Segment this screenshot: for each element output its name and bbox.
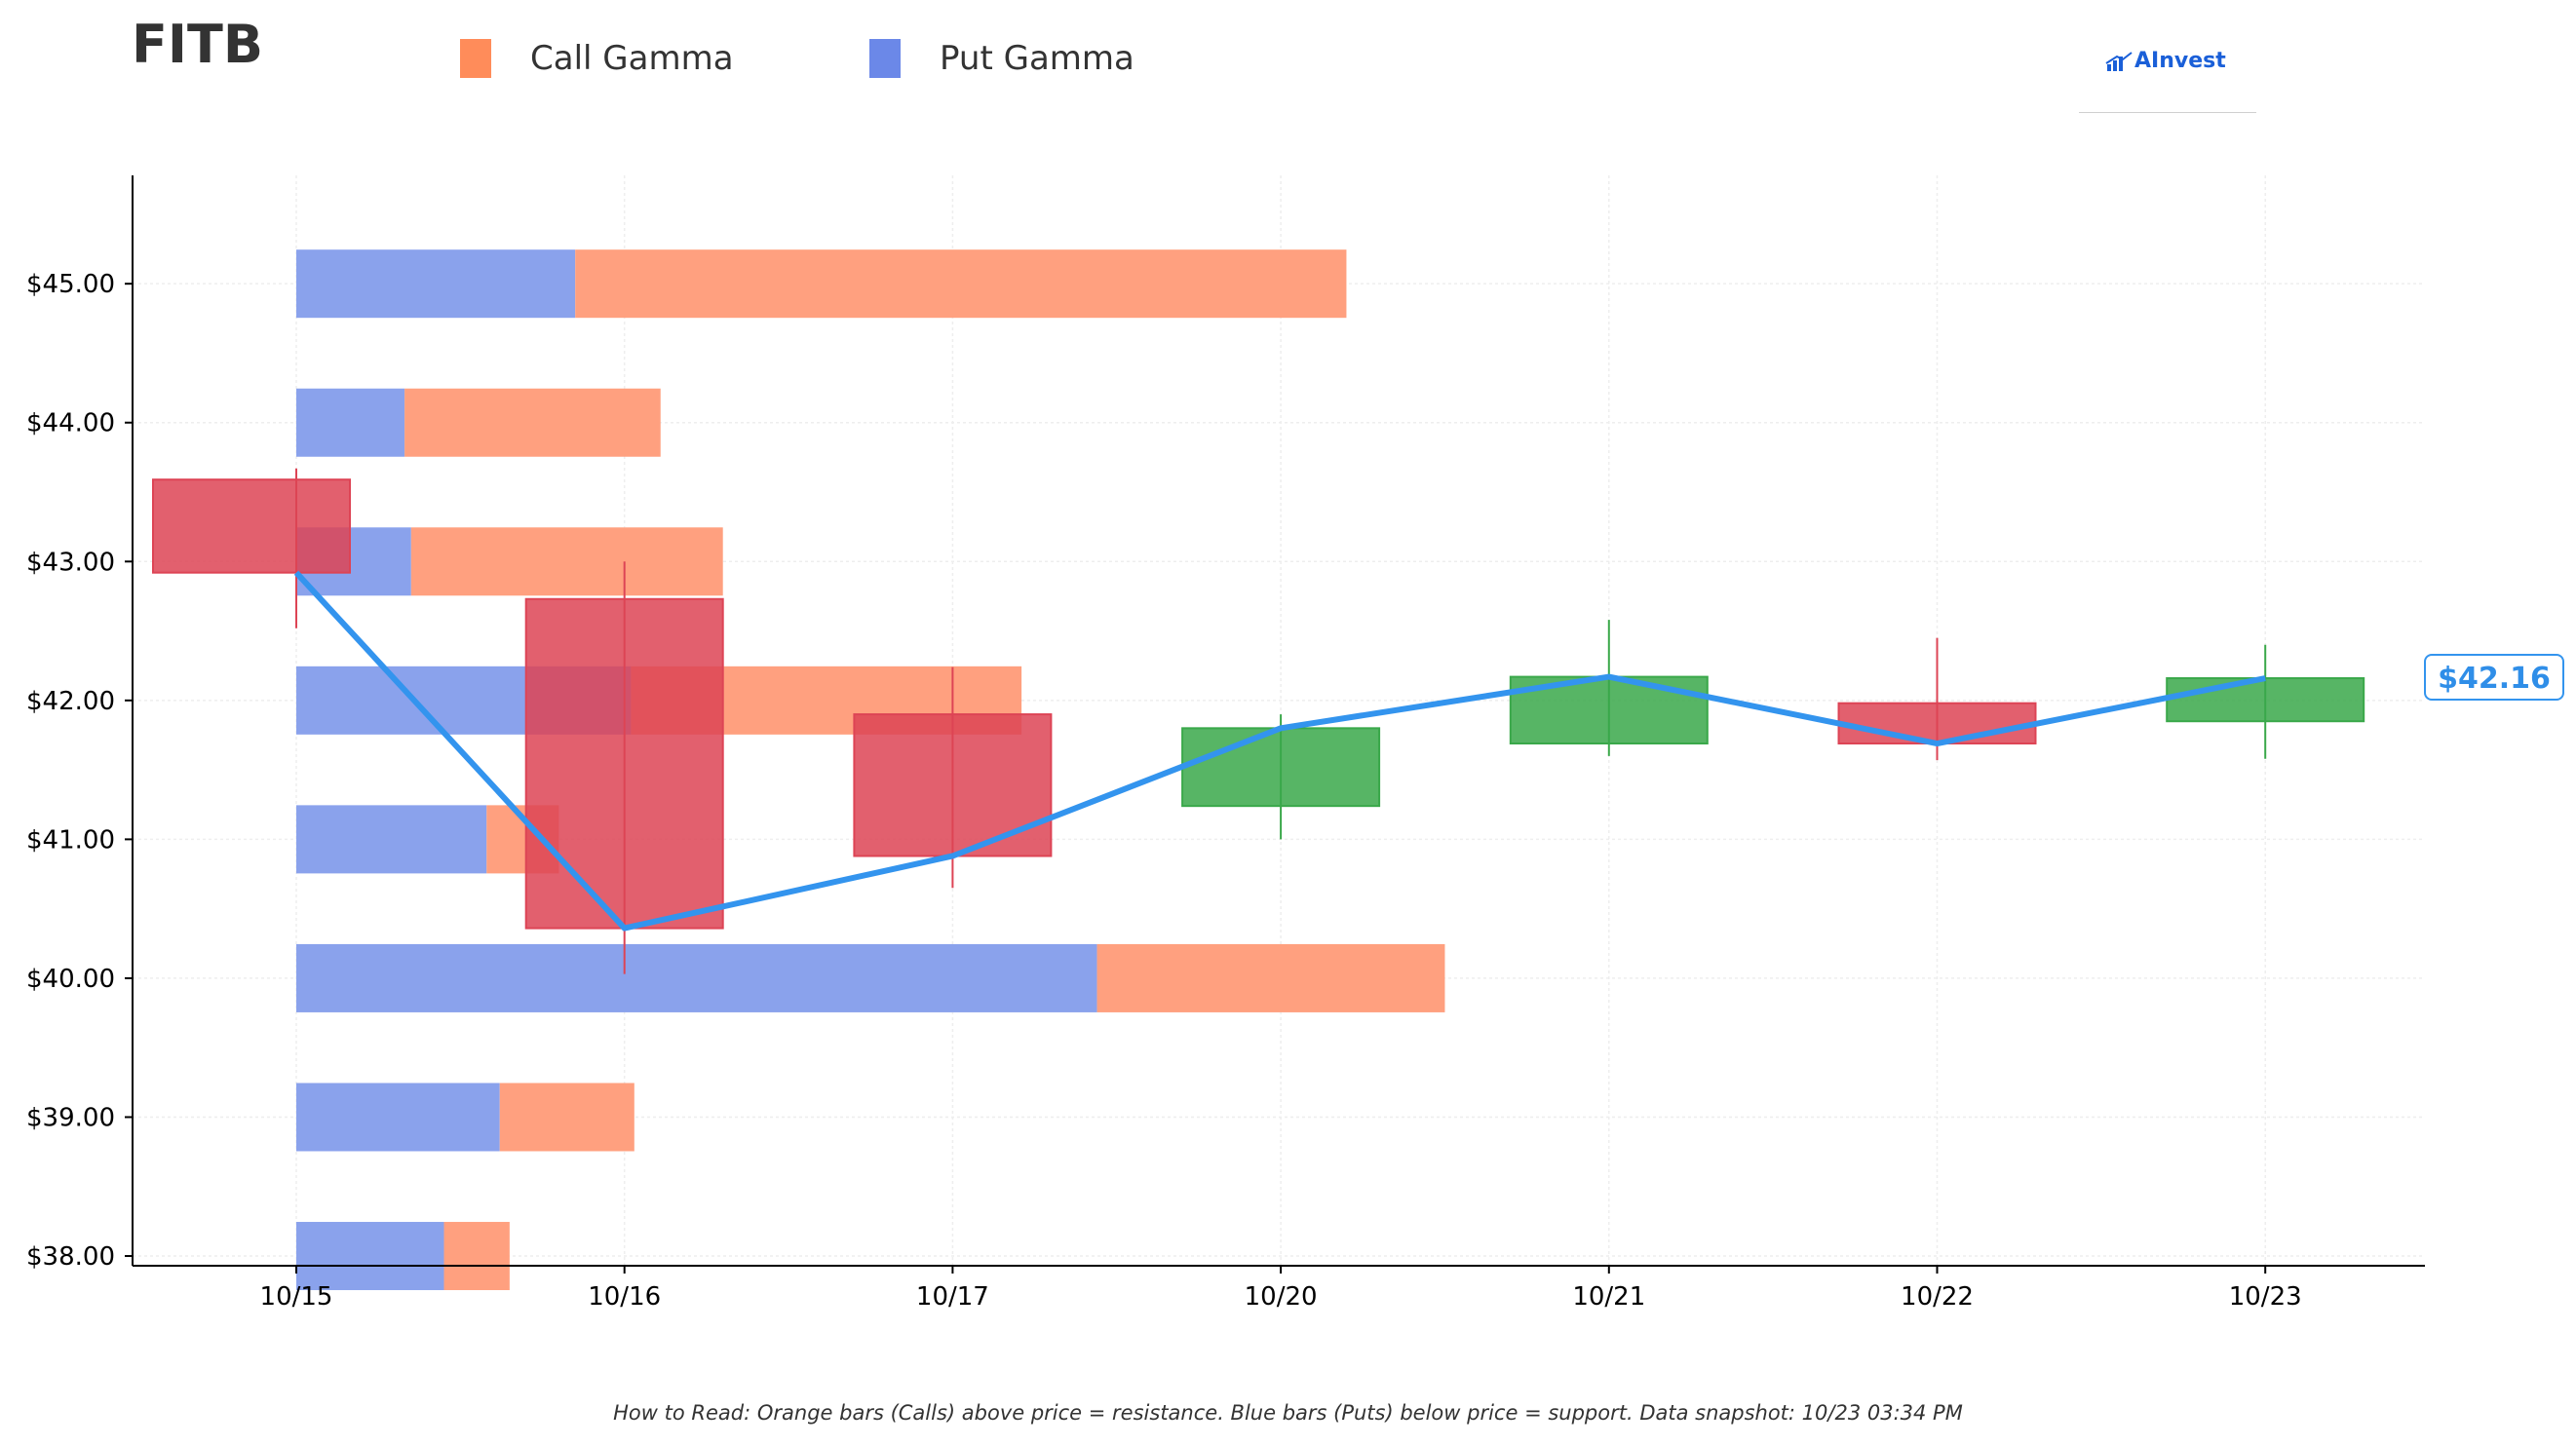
footnote: How to Read: Orange bars (Calls) above p…: [613, 1401, 1963, 1425]
logo-text: AInvest: [2134, 49, 2226, 73]
candle-body-10-15: [152, 478, 351, 574]
candle-body-10-16: [524, 597, 724, 930]
y-tick-label: $39.00: [26, 1103, 115, 1132]
close-price-line: [293, 570, 2266, 932]
candle-body-10-17: [853, 713, 1053, 857]
y-tick-label: $40.00: [26, 965, 115, 994]
call-gamma-bar-45: [575, 249, 1347, 319]
put-gamma-bar-44: [296, 388, 405, 457]
candle-body-10-22: [1837, 702, 2037, 745]
x-tick-label: 10/15: [260, 1282, 333, 1312]
x-tick-label: 10/17: [916, 1282, 989, 1312]
y-tick-label: $43.00: [26, 548, 115, 577]
y-tick-label: $44.00: [26, 409, 115, 438]
legend-item-put-gamma: Put Gamma: [869, 37, 1134, 80]
candle-body-10-20: [1181, 727, 1381, 808]
put-gamma-bar-39: [296, 1083, 500, 1152]
call-gamma-bar-43: [410, 527, 723, 596]
candle-body-10-23: [2166, 677, 2365, 723]
put-gamma-bar-45: [296, 249, 576, 319]
call-gamma-swatch: [460, 39, 491, 78]
x-tick-label: 10/23: [2229, 1282, 2302, 1312]
legend-label-put-gamma: Put Gamma: [940, 39, 1134, 78]
logo-chart-icon: [2105, 51, 2133, 71]
legend-label-call-gamma: Call Gamma: [530, 39, 734, 78]
call-gamma-bar-40: [1096, 943, 1445, 1012]
gamma-candlestick-chart: $38.00 $39.00 $40.00 $41.00 $42.00 $43.00 $44.…: [26, 175, 2564, 1312]
y-tick-label: $45.00: [26, 270, 115, 299]
x-tick-label: 10/16: [588, 1282, 661, 1312]
call-gamma-bar-38: [443, 1222, 510, 1291]
last-price-tag: [2424, 654, 2564, 702]
call-gamma-bar-39: [499, 1083, 634, 1152]
y-tick-label: $42.00: [26, 687, 115, 716]
y-tick-label: $38.00: [26, 1242, 115, 1272]
legend-item-call-gamma: Call Gamma: [460, 37, 734, 80]
put-gamma-bar-41: [296, 805, 487, 874]
call-gamma-bar-44: [404, 388, 661, 457]
put-gamma-bar-40: [296, 943, 1097, 1012]
y-tick-label: $41.00: [26, 825, 115, 855]
last-price-label: $42.16: [2438, 662, 2551, 696]
put-gamma-bar-38: [296, 1222, 444, 1291]
x-tick-label: 10/21: [1572, 1282, 1645, 1312]
put-gamma-swatch: [869, 39, 901, 78]
ainvest-logo: AInvest: [2105, 49, 2226, 73]
logo-divider: [2079, 112, 2256, 113]
x-tick-label: 10/20: [1245, 1282, 1318, 1312]
x-tick-label: 10/22: [1901, 1282, 1974, 1312]
ticker-title: FITB: [132, 14, 263, 75]
